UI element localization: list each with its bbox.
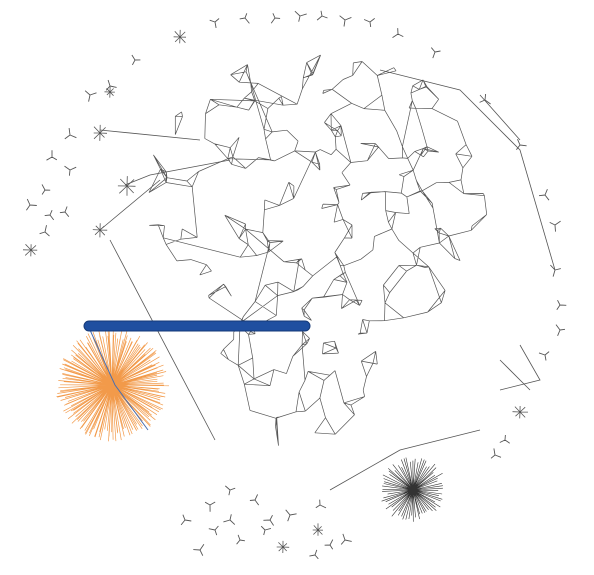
small-star xyxy=(92,223,108,238)
small-star xyxy=(117,176,136,196)
highlight-bar xyxy=(83,320,311,332)
small-star xyxy=(312,523,323,536)
network-strands xyxy=(99,69,556,491)
orange-cluster-spine xyxy=(89,329,149,431)
small-star xyxy=(93,124,108,141)
orange-star-cluster xyxy=(56,328,170,442)
small-star xyxy=(276,540,290,554)
dark-star-cluster xyxy=(381,457,443,522)
small-star xyxy=(22,244,38,257)
small-star xyxy=(512,405,529,419)
small-star xyxy=(104,86,115,98)
small-star xyxy=(173,29,187,44)
small-components xyxy=(26,10,567,560)
